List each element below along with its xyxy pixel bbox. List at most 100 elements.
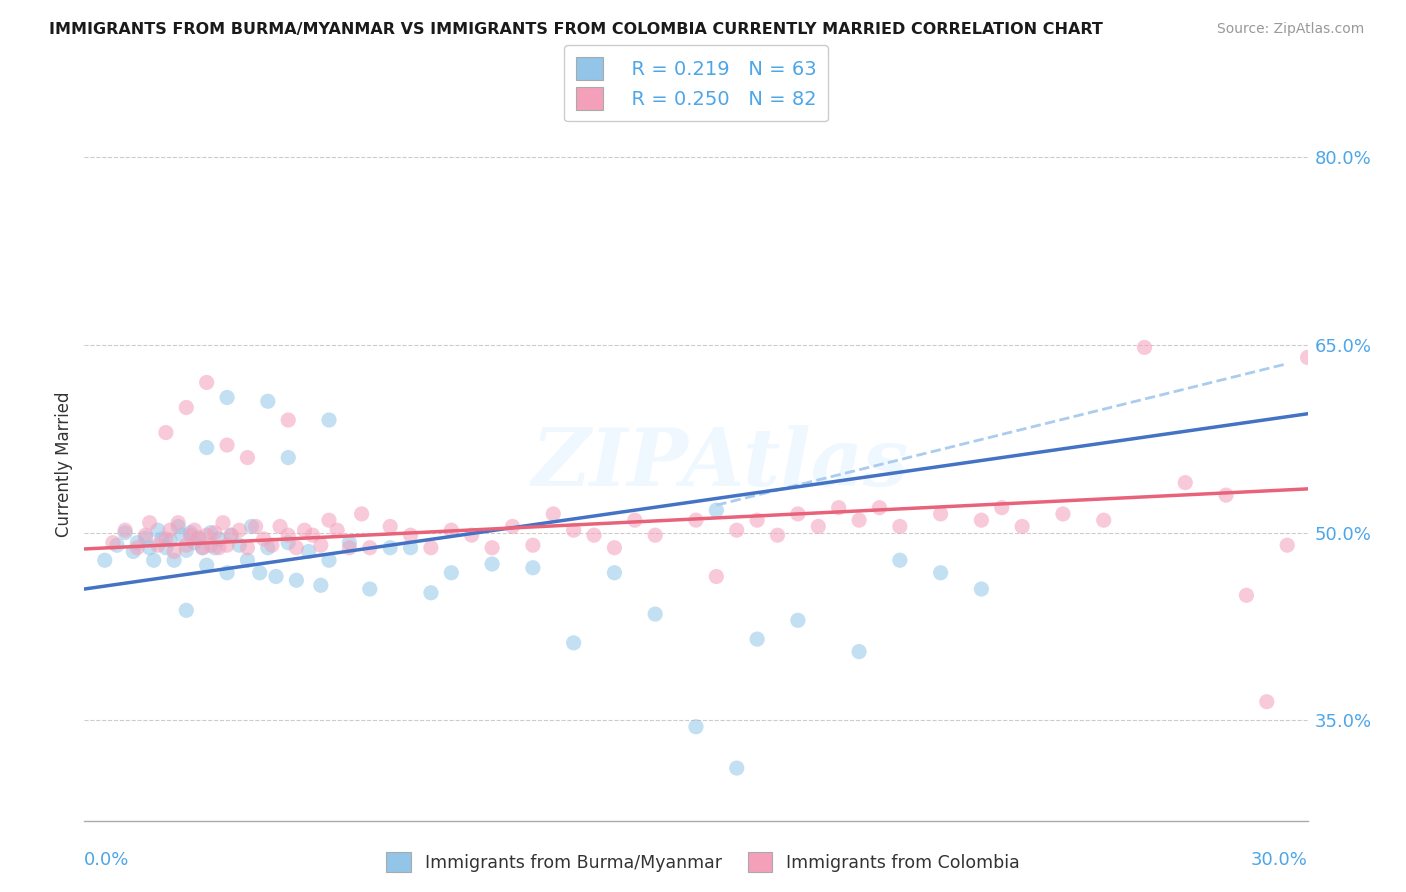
Point (889, 519, 911, 533)
Point (277, 535, 299, 549)
Point (889, 553, 911, 567)
Point (848, 513, 870, 527)
Point (163, 544, 186, 558)
Point (260, 538, 283, 552)
Point (269, 519, 291, 533)
Point (461, 528, 484, 542)
Point (204, 541, 226, 555)
Point (502, 519, 524, 533)
Point (991, 500, 1014, 515)
Point (93, 553, 115, 567)
Point (257, 541, 280, 555)
Point (301, 528, 323, 542)
Point (172, 528, 194, 542)
Point (326, 523, 349, 537)
Point (217, 391, 239, 405)
Point (603, 566, 626, 580)
Point (187, 532, 209, 546)
Point (685, 720, 707, 734)
Point (127, 535, 149, 549)
Point (747, 513, 769, 527)
Point (1052, 507, 1074, 521)
Point (1133, 340, 1156, 354)
Point (1296, 351, 1319, 365)
Point (204, 525, 226, 540)
Point (240, 519, 263, 533)
Point (138, 541, 160, 555)
Point (174, 401, 197, 415)
Point (644, 528, 666, 542)
Point (228, 538, 250, 552)
Point (277, 528, 299, 542)
Point (1174, 475, 1197, 490)
Point (187, 531, 209, 545)
Point (766, 528, 789, 542)
Point (685, 513, 707, 527)
Point (828, 500, 851, 515)
Point (970, 582, 993, 596)
Text: Source: ZipAtlas.com: Source: ZipAtlas.com (1216, 22, 1364, 37)
Point (294, 523, 316, 537)
Point (725, 761, 748, 775)
Legend: Immigrants from Burma/Myanmar, Immigrants from Colombia: Immigrants from Burma/Myanmar, Immigrant… (380, 845, 1026, 879)
Point (217, 538, 239, 552)
Point (380, 541, 402, 555)
Point (138, 516, 160, 530)
Point (543, 507, 565, 521)
Point (309, 578, 332, 592)
Point (127, 541, 149, 555)
Point (624, 513, 647, 527)
Point (174, 538, 197, 552)
Point (1215, 488, 1237, 502)
Point (257, 394, 280, 409)
Point (195, 441, 218, 455)
Point (200, 525, 222, 540)
Point (787, 507, 810, 521)
Point (399, 528, 422, 542)
Point (440, 566, 463, 580)
Point (380, 519, 402, 533)
Point (114, 523, 136, 537)
Point (183, 535, 205, 549)
Point (298, 544, 321, 558)
Point (174, 603, 197, 617)
Point (706, 503, 728, 517)
Point (208, 541, 231, 555)
Point (583, 528, 606, 542)
Point (236, 553, 259, 567)
Point (725, 523, 748, 537)
Point (970, 513, 993, 527)
Point (249, 566, 271, 580)
Point (191, 541, 214, 555)
Point (146, 523, 169, 537)
Point (155, 541, 177, 555)
Point (236, 450, 259, 465)
Point (562, 523, 585, 537)
Point (150, 532, 173, 546)
Point (253, 532, 276, 546)
Point (1011, 519, 1033, 533)
Point (163, 553, 186, 567)
Point (217, 566, 239, 580)
Point (747, 632, 769, 646)
Point (339, 541, 361, 555)
Point (183, 523, 205, 537)
Point (114, 525, 136, 540)
Point (318, 553, 340, 567)
Point (807, 519, 830, 533)
Point (236, 541, 259, 555)
Point (420, 586, 443, 600)
Point (350, 507, 373, 521)
Point (309, 538, 332, 552)
Point (200, 538, 222, 552)
Point (135, 531, 157, 545)
Point (440, 523, 463, 537)
Point (195, 558, 218, 573)
Point (929, 507, 952, 521)
Point (1092, 513, 1115, 527)
Point (1236, 588, 1258, 602)
Point (339, 535, 361, 549)
Text: ZIPAtlas: ZIPAtlas (531, 425, 910, 502)
Point (159, 533, 181, 548)
Point (285, 541, 308, 555)
